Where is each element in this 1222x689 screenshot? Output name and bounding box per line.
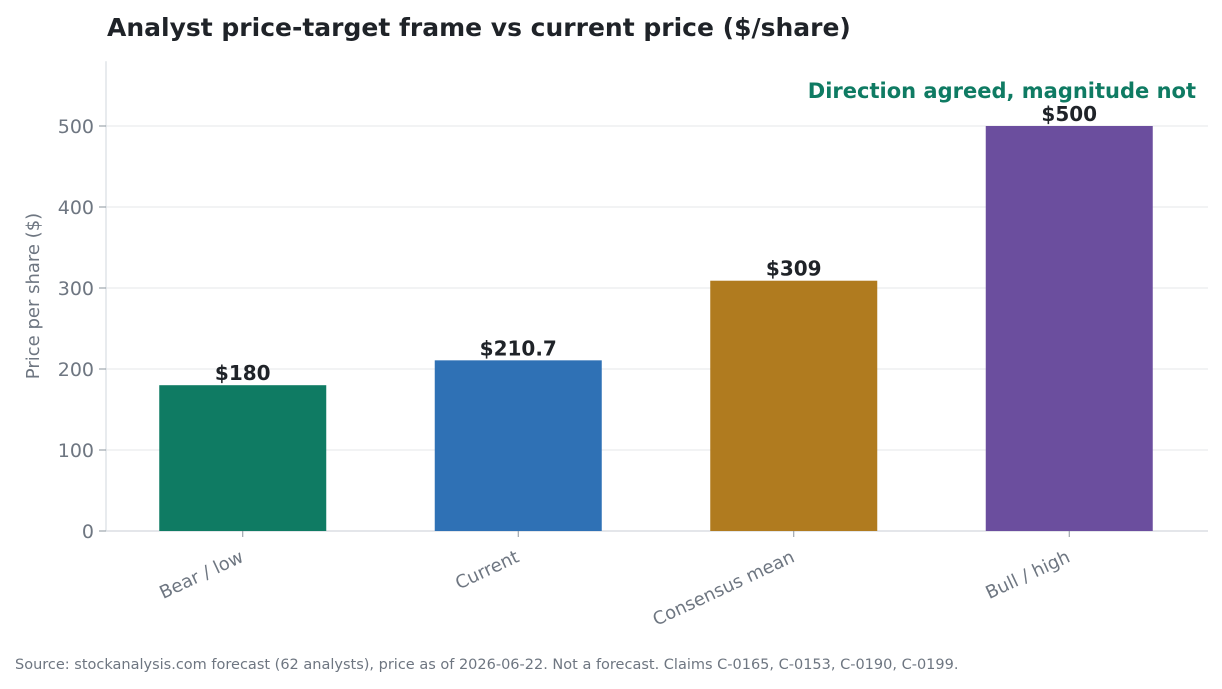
y-axis-label: Price per share ($) [23,213,44,379]
axes: 0 100 200 300 400 500 Bear / low Current Consens… [58,61,1073,631]
x-tick-label: Bear / low [156,546,247,603]
bars [159,126,1153,531]
chart-title: Analyst price-target frame vs current pr… [107,13,851,42]
bar-consensus-mean [710,280,878,531]
bar-bull-high [985,126,1153,531]
data-label: $210.7 [480,336,557,360]
y-tick-label: 0 [82,521,94,543]
x-tick-label: Current [452,546,522,594]
x-tick-label: Bull / high [982,546,1073,603]
y-tick-label: 100 [58,440,94,462]
data-labels: $180 $210.7 $309 $500 [215,102,1097,385]
data-label: $309 [766,257,822,281]
y-tick-label: 500 [58,116,94,138]
y-tick-label: 300 [58,278,94,300]
y-tick-label: 400 [58,197,94,219]
bar-bear-low [159,385,327,531]
bar-current [434,360,602,531]
data-label: $500 [1041,102,1097,126]
y-tick-label: 200 [58,359,94,381]
x-tick-label: Consensus mean [650,546,798,630]
data-label: $180 [215,361,271,385]
chart-annotation: Direction agreed, magnitude not [808,79,1196,103]
source-note: Source: stockanalysis.com forecast (62 a… [15,657,958,673]
